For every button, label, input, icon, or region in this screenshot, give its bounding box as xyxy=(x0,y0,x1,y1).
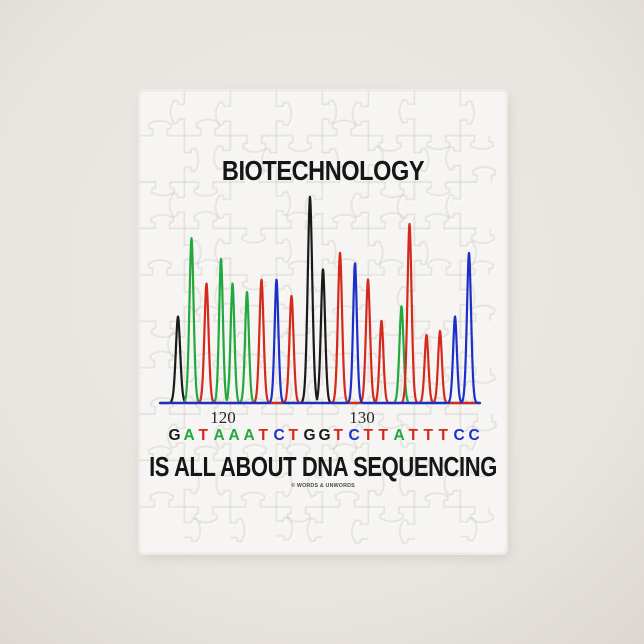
svg-text:BIOTECHNOLOGY: BIOTECHNOLOGY xyxy=(222,156,424,186)
svg-text:120: 120 xyxy=(210,408,236,427)
svg-text:130: 130 xyxy=(349,408,375,427)
svg-text:IS ALL ABOUT DNA SEQUENCING: IS ALL ABOUT DNA SEQUENCING xyxy=(149,452,497,483)
svg-text:© WORDS & UNWORDS: © WORDS & UNWORDS xyxy=(291,482,355,489)
